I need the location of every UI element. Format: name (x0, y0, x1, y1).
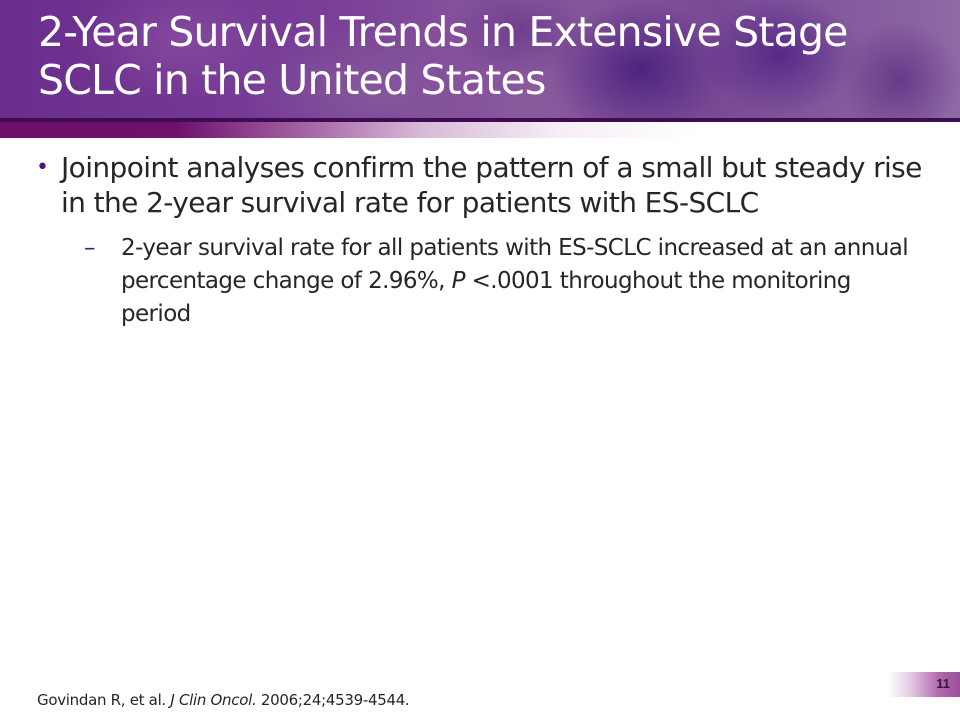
header-banner (0, 0, 960, 120)
citation-details: 2006;24;4539-4544. (256, 691, 410, 709)
citation-journal: J Clin Oncol. (170, 691, 257, 709)
slide-title: 2-Year Survival Trends in Extensive Stag… (38, 8, 938, 104)
bullet-dot-icon: • (36, 155, 49, 180)
header-rule (0, 118, 960, 122)
sub-bullet-item: – 2-year survival rate for all patients … (36, 232, 926, 331)
citation: Govindan R, et al. J Clin Oncol. 2006;24… (37, 691, 410, 709)
page-number-box: 11 (888, 672, 960, 697)
title-line-2: SCLC in the United States (38, 56, 546, 104)
dash-icon: – (84, 235, 96, 261)
slide-body: • Joinpoint analyses confirm the pattern… (36, 150, 926, 331)
accent-gradient-bar (0, 122, 700, 138)
p-value-label: P (451, 268, 466, 294)
page-number: 11 (936, 676, 950, 691)
title-line-1: 2-Year Survival Trends in Extensive Stag… (38, 8, 848, 56)
bullet-item: • Joinpoint analyses confirm the pattern… (36, 150, 926, 220)
bullet-text: Joinpoint analyses confirm the pattern o… (61, 151, 922, 219)
citation-authors: Govindan R, et al. (37, 691, 171, 709)
sub-bullet-text-after: <.0001 throughout the monitoring period (121, 268, 851, 327)
sub-bullet-text-before: 2-year survival rate for all patients wi… (121, 235, 909, 294)
